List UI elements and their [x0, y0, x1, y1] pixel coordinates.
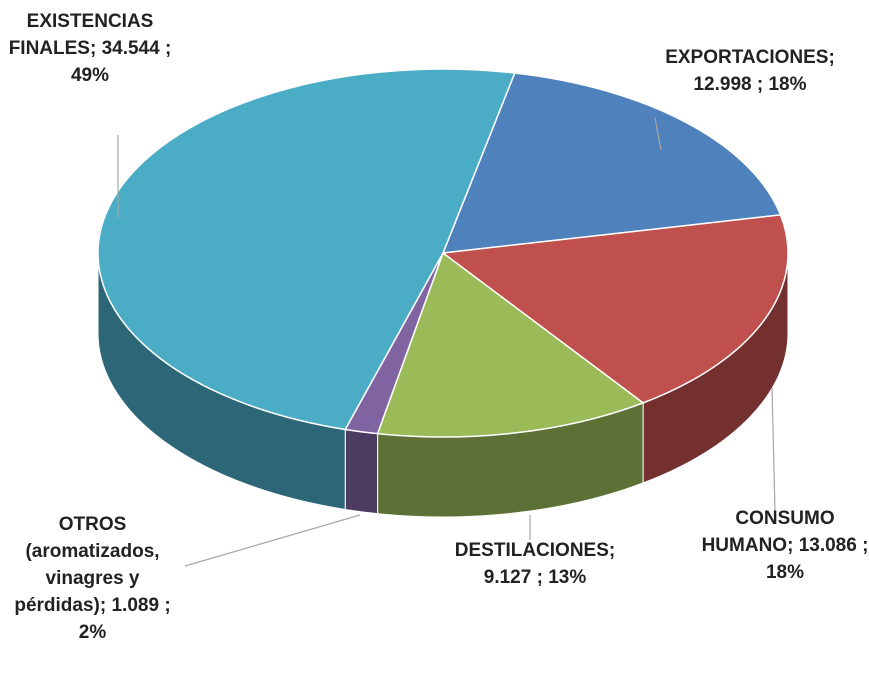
label-part: ;	[536, 567, 543, 588]
label-part: 34.544	[101, 38, 160, 59]
label-part: 49%	[70, 65, 110, 86]
label-part: 13.086	[798, 535, 857, 556]
label-part: 13%	[548, 567, 587, 588]
data-label: EXPORTACIONES; 12.998 ; 18%	[655, 44, 845, 98]
slice-side	[344, 428, 379, 515]
label-part: ;	[862, 535, 869, 556]
label-part: ;	[756, 74, 764, 95]
label-part: ;	[89, 38, 97, 59]
label-part: OTROS (aromatizados, vinagres y pérdidas…	[14, 514, 160, 616]
label-part: 9.127	[483, 567, 532, 588]
label-part: ;	[608, 540, 616, 561]
side-walls	[97, 252, 789, 518]
slice-tops	[97, 68, 789, 438]
label-part: 12.998	[693, 74, 752, 95]
leader-line	[771, 387, 776, 513]
slice	[376, 251, 645, 438]
label-part: ;	[164, 38, 172, 59]
slice	[441, 72, 782, 254]
data-label: CONSUMO HUMANO; 13.086 ; 18%	[690, 505, 869, 586]
label-part: 18%	[768, 74, 807, 95]
label-part: CONSUMO HUMANO	[701, 508, 835, 556]
label-part: ;	[99, 595, 107, 616]
slice	[97, 68, 516, 431]
data-label: OTROS (aromatizados, vinagres y pérdidas…	[10, 511, 175, 646]
data-label: EXISTENCIAS FINALES; 34.544 ; 49%	[5, 8, 175, 89]
label-part: EXISTENCIAS FINALES	[8, 11, 154, 59]
label-part: 1.089	[111, 595, 160, 616]
label-part: ;	[164, 595, 171, 616]
leader-line	[654, 117, 662, 151]
label-part: DESTILACIONES	[454, 540, 609, 561]
leader-line	[184, 514, 361, 567]
data-label: DESTILACIONES; 9.127 ; 13%	[450, 537, 620, 591]
slice	[441, 214, 789, 404]
label-part: ;	[787, 535, 794, 556]
label-part: 2%	[78, 622, 107, 643]
label-part: 18%	[765, 562, 805, 583]
label-part: ;	[828, 47, 835, 68]
label-part: EXPORTACIONES	[665, 47, 829, 68]
